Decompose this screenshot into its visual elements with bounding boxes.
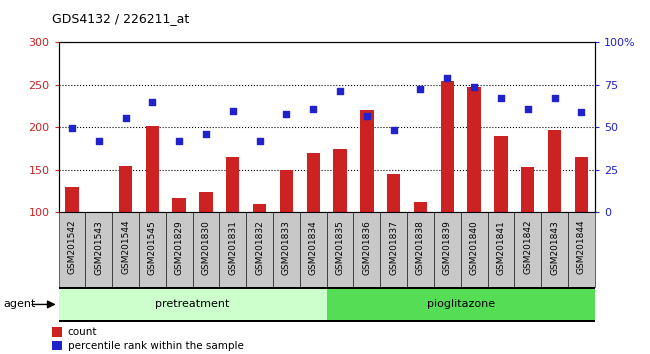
Text: pretreatment: pretreatment xyxy=(155,299,229,309)
Point xyxy=(147,99,157,105)
Point xyxy=(549,95,560,101)
FancyBboxPatch shape xyxy=(514,212,541,287)
Text: GSM201844: GSM201844 xyxy=(577,220,586,274)
Bar xyxy=(387,174,400,212)
Text: agent: agent xyxy=(3,299,36,309)
Text: GSM201835: GSM201835 xyxy=(335,220,345,275)
Bar xyxy=(58,289,326,320)
Point xyxy=(576,109,586,115)
Point xyxy=(496,95,506,101)
Bar xyxy=(65,187,79,212)
Point xyxy=(442,75,452,81)
FancyBboxPatch shape xyxy=(300,212,326,287)
Text: GDS4132 / 226211_at: GDS4132 / 226211_at xyxy=(52,12,189,25)
Point xyxy=(174,138,185,144)
Point xyxy=(361,113,372,118)
Bar xyxy=(146,126,159,212)
Bar xyxy=(548,130,561,212)
Text: GSM201830: GSM201830 xyxy=(202,220,211,275)
FancyBboxPatch shape xyxy=(166,212,192,287)
FancyBboxPatch shape xyxy=(220,212,246,287)
Bar xyxy=(52,341,62,350)
Text: count: count xyxy=(68,327,97,337)
FancyBboxPatch shape xyxy=(246,212,273,287)
Point xyxy=(201,131,211,137)
Bar xyxy=(307,153,320,212)
Bar xyxy=(253,204,266,212)
Bar xyxy=(360,110,374,212)
Bar xyxy=(326,289,595,320)
Text: GSM201831: GSM201831 xyxy=(228,220,237,275)
Point xyxy=(415,86,426,92)
Bar xyxy=(414,202,427,212)
FancyBboxPatch shape xyxy=(461,212,488,287)
Point xyxy=(389,127,399,133)
FancyBboxPatch shape xyxy=(58,212,85,287)
Text: GSM201843: GSM201843 xyxy=(550,220,559,275)
Text: GSM201836: GSM201836 xyxy=(362,220,371,275)
Bar xyxy=(333,149,346,212)
Text: GSM201841: GSM201841 xyxy=(497,220,506,275)
Bar xyxy=(119,166,132,212)
Point xyxy=(469,84,479,90)
FancyBboxPatch shape xyxy=(434,212,461,287)
Text: GSM201840: GSM201840 xyxy=(469,220,478,275)
Text: GSM201544: GSM201544 xyxy=(121,220,130,274)
Bar xyxy=(172,198,186,212)
Point xyxy=(120,115,131,121)
Point xyxy=(335,88,345,94)
Text: pioglitazone: pioglitazone xyxy=(426,299,495,309)
FancyBboxPatch shape xyxy=(541,212,568,287)
FancyBboxPatch shape xyxy=(273,212,300,287)
Text: GSM201837: GSM201837 xyxy=(389,220,398,275)
FancyBboxPatch shape xyxy=(380,212,407,287)
Bar xyxy=(52,327,62,337)
Text: GSM201838: GSM201838 xyxy=(416,220,425,275)
Bar xyxy=(226,157,239,212)
FancyBboxPatch shape xyxy=(407,212,434,287)
Bar xyxy=(200,192,213,212)
Bar xyxy=(575,157,588,212)
Bar xyxy=(521,167,534,212)
FancyBboxPatch shape xyxy=(139,212,166,287)
FancyBboxPatch shape xyxy=(568,212,595,287)
Bar xyxy=(441,81,454,212)
Bar xyxy=(467,87,481,212)
Text: GSM201833: GSM201833 xyxy=(282,220,291,275)
FancyBboxPatch shape xyxy=(354,212,380,287)
Text: GSM201829: GSM201829 xyxy=(175,220,184,275)
Point xyxy=(227,108,238,114)
Point xyxy=(523,106,533,112)
Text: GSM201842: GSM201842 xyxy=(523,220,532,274)
Text: GSM201543: GSM201543 xyxy=(94,220,103,275)
Text: GSM201834: GSM201834 xyxy=(309,220,318,275)
FancyBboxPatch shape xyxy=(488,212,514,287)
Point xyxy=(308,106,318,112)
Bar xyxy=(494,136,508,212)
FancyBboxPatch shape xyxy=(326,212,354,287)
Text: GSM201839: GSM201839 xyxy=(443,220,452,275)
Point xyxy=(94,138,104,144)
Point xyxy=(254,138,265,144)
FancyBboxPatch shape xyxy=(112,212,139,287)
FancyBboxPatch shape xyxy=(192,212,220,287)
Point xyxy=(281,111,292,117)
Point xyxy=(67,125,77,131)
Text: GSM201542: GSM201542 xyxy=(68,220,77,274)
FancyBboxPatch shape xyxy=(85,212,112,287)
Text: GSM201832: GSM201832 xyxy=(255,220,264,275)
Text: percentile rank within the sample: percentile rank within the sample xyxy=(68,341,244,350)
Text: GSM201545: GSM201545 xyxy=(148,220,157,275)
Bar xyxy=(280,170,293,212)
